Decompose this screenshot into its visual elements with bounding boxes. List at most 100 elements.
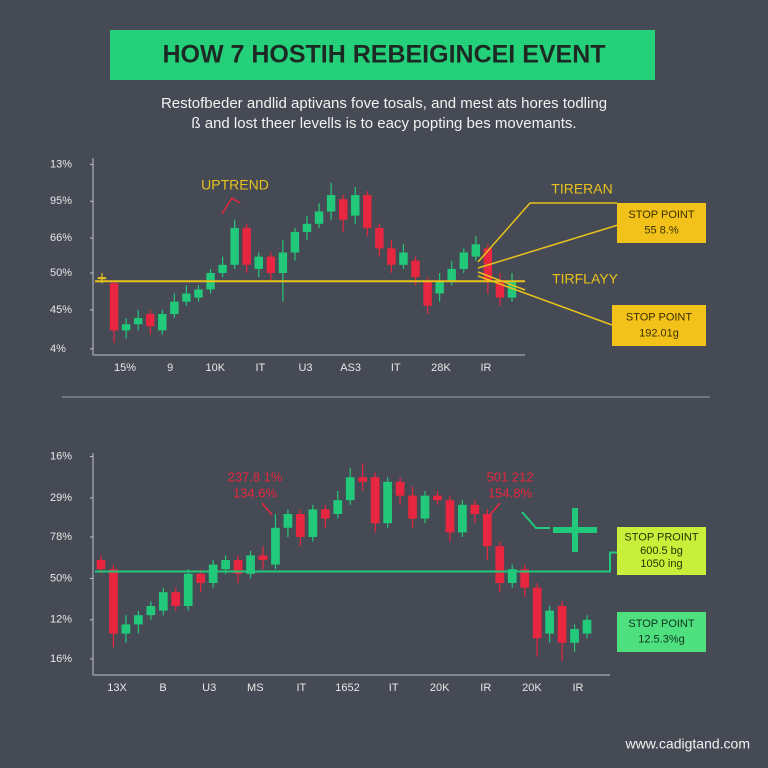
x-tick-label: 9 xyxy=(167,362,173,374)
stop-box-text: STOP POINT xyxy=(628,618,695,630)
x-tick-label: 20K xyxy=(430,682,450,694)
candle-body xyxy=(170,301,179,314)
candle-body xyxy=(408,495,417,519)
candle-body xyxy=(482,514,492,547)
candle-body xyxy=(278,252,288,273)
candle-body xyxy=(557,606,567,643)
candle-body xyxy=(507,281,517,298)
candle-body xyxy=(308,509,318,537)
candle-body xyxy=(314,211,324,224)
x-tick-label: 15% xyxy=(114,362,136,374)
y-tick-label: 4% xyxy=(50,343,66,355)
candle-body xyxy=(183,573,193,606)
connector xyxy=(477,275,613,326)
candle-body xyxy=(246,555,255,574)
annotation: 501 212 xyxy=(487,469,534,484)
x-tick-label: U3 xyxy=(298,362,312,374)
candle-body xyxy=(411,260,420,278)
x-tick-label: IR xyxy=(481,362,492,374)
arrow xyxy=(521,511,550,529)
candle-body xyxy=(266,256,276,273)
candle-body xyxy=(96,560,106,570)
candle-body xyxy=(459,252,468,269)
y-tick-label: 78% xyxy=(50,531,72,543)
candle-body xyxy=(495,546,505,583)
candle-body xyxy=(570,629,579,643)
x-tick-label: 10K xyxy=(205,362,225,374)
annotation: UPTREND xyxy=(201,177,269,193)
x-tick-label: 28K xyxy=(431,362,451,374)
arrow xyxy=(489,502,501,516)
stop-box-text: 55 8.% xyxy=(644,225,678,237)
connector xyxy=(477,271,526,291)
annotation: TIRERAN xyxy=(551,181,612,197)
candle-body xyxy=(296,514,305,537)
x-tick-label: AS3 xyxy=(340,362,361,374)
candle-body xyxy=(351,195,360,216)
candle-body xyxy=(458,504,467,533)
candle-body xyxy=(158,314,167,331)
candle-body xyxy=(171,592,181,606)
stop-box-text: 600.5 bg xyxy=(640,545,683,557)
level-line xyxy=(95,551,617,573)
plus-icon xyxy=(553,508,597,552)
candle-body xyxy=(532,587,542,639)
candle-body xyxy=(283,514,293,528)
x-tick-label: IT xyxy=(255,362,265,374)
candle-body xyxy=(271,527,280,565)
connector xyxy=(477,202,531,263)
candle-body xyxy=(146,314,155,327)
candle-body xyxy=(218,264,227,273)
stop-box-text: 192.01g xyxy=(639,327,679,339)
candle-body xyxy=(495,281,505,298)
candle-body xyxy=(507,569,517,583)
candle-body xyxy=(194,289,203,298)
candle-body xyxy=(254,256,263,269)
candle-body xyxy=(182,293,191,302)
title-banner xyxy=(110,30,655,80)
stop-box xyxy=(612,305,706,346)
candle-body xyxy=(134,615,143,625)
x-tick-label: IR xyxy=(480,682,491,694)
y-tick-label: 12% xyxy=(50,614,72,626)
candle-body xyxy=(97,277,107,280)
candle-body xyxy=(233,560,243,574)
x-tick-label: B xyxy=(159,682,166,694)
arrow xyxy=(221,196,241,215)
x-tick-label: IT xyxy=(297,682,307,694)
y-tick-label: 16% xyxy=(50,450,72,462)
x-tick-label: 20K xyxy=(522,682,542,694)
candle-body xyxy=(399,252,408,265)
stop-box-text: STOP POINT xyxy=(628,209,695,221)
candle-body xyxy=(470,504,480,514)
annotation: TIRFLAYY xyxy=(552,271,619,287)
y-tick-label: 50% xyxy=(50,267,72,279)
x-tick-label: IT xyxy=(389,682,399,694)
candle-body xyxy=(345,477,355,501)
stop-box xyxy=(617,612,706,652)
candle-body xyxy=(158,592,168,611)
arrow xyxy=(261,502,273,516)
connector xyxy=(477,224,619,269)
candle-body xyxy=(302,223,312,232)
stop-box-text: 12.5.3%g xyxy=(638,634,684,646)
stop-box-text: STOP POINT xyxy=(626,312,693,324)
candle-body xyxy=(146,606,156,616)
subtitle-line: Restofbeder andlid aptivans fove tosals,… xyxy=(161,95,607,112)
candle-body xyxy=(109,569,118,634)
subtitle-line: ß and lost theer levells is to eacy popt… xyxy=(191,115,576,132)
stop-box-text: 1050 ing xyxy=(640,558,682,570)
candle-body xyxy=(109,283,119,331)
annotation: 154.8% xyxy=(488,485,533,500)
y-tick-label: 95% xyxy=(50,195,72,207)
candle-body xyxy=(242,227,251,265)
candle-body xyxy=(395,481,405,496)
x-tick-label: 13X xyxy=(107,682,127,694)
y-tick-label: 16% xyxy=(50,653,72,665)
stop-box-text: STOP PROINT xyxy=(624,532,698,544)
candle-body xyxy=(582,619,592,634)
stop-box xyxy=(617,527,706,575)
candle-body xyxy=(433,495,442,501)
